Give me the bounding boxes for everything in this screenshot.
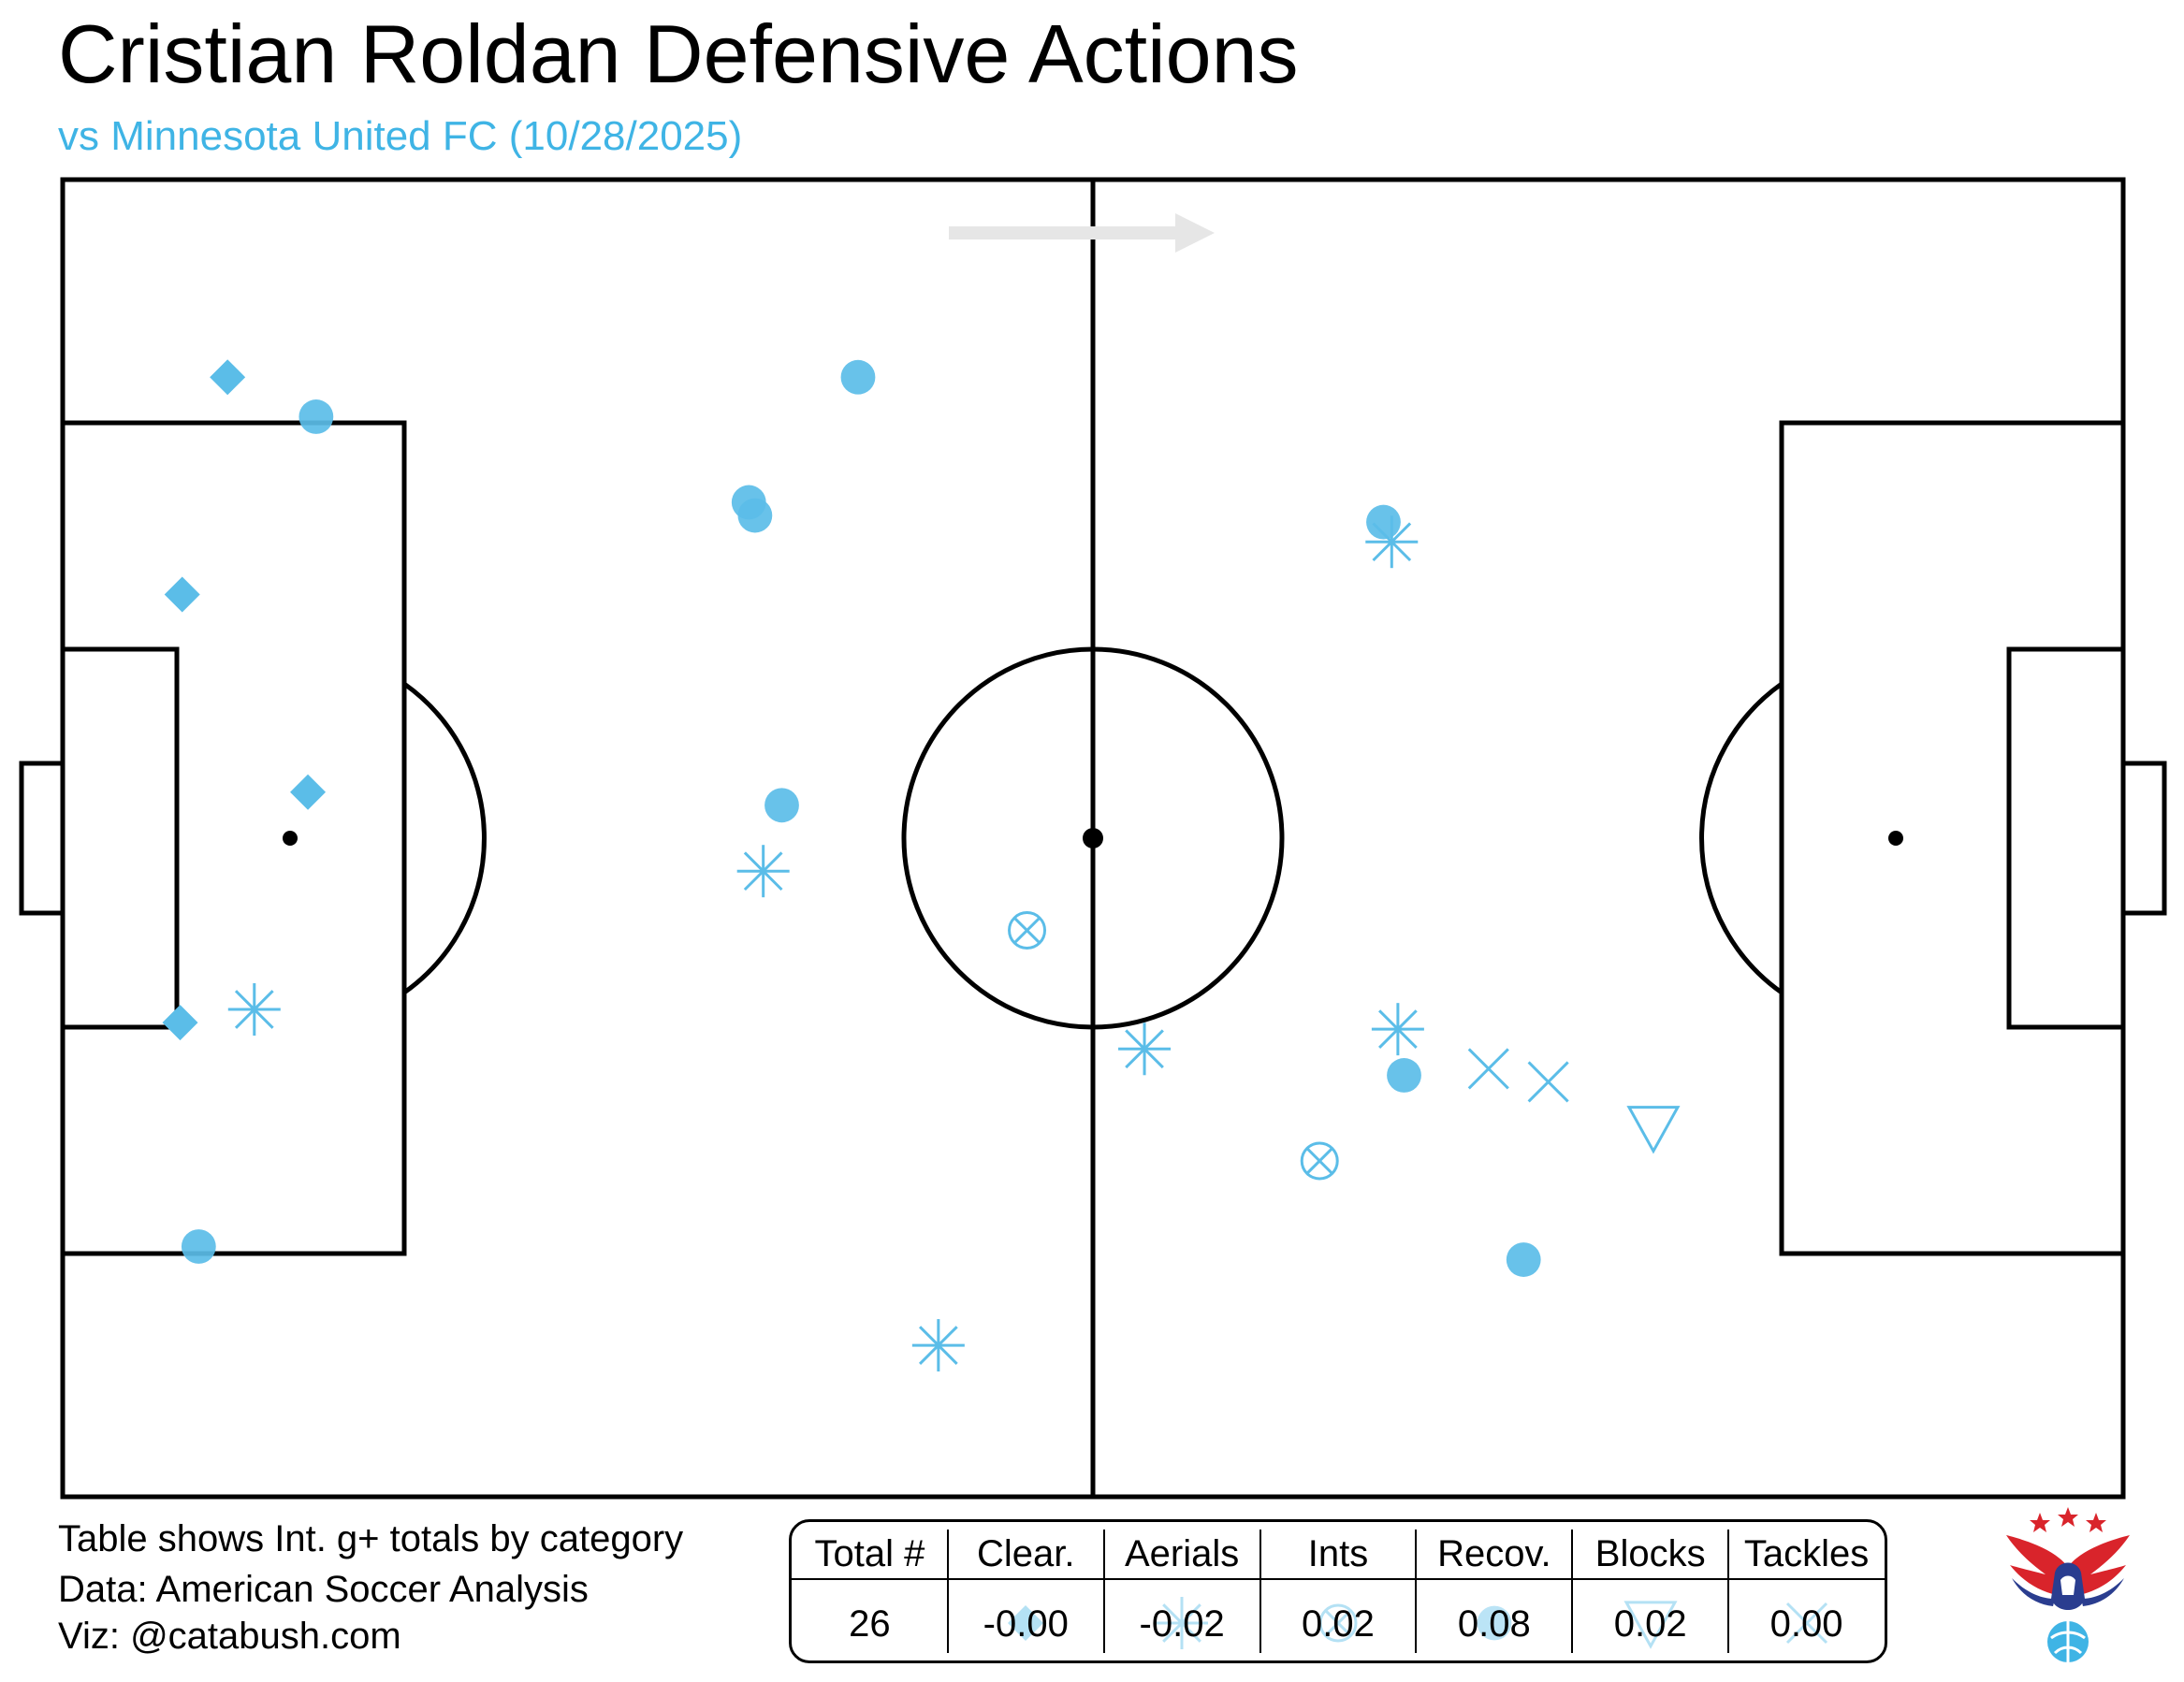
table-value-cell: 0.02 [1613, 1603, 1687, 1645]
table-column-6: Tackles 0.00 [1728, 1522, 1885, 1660]
circle-x-legend-icon [1318, 1603, 1358, 1643]
diamond-marker-1 [210, 359, 246, 396]
asterisk-legend-icon [1156, 1597, 1209, 1649]
right-six-yard-box [2006, 646, 2126, 1030]
center-spot [1083, 828, 1103, 848]
triangle-down-legend-icon [1623, 1601, 1678, 1649]
attack-direction-arrow [949, 213, 1215, 253]
diamond-marker-2 [164, 576, 200, 613]
asterisk-marker-4 [1118, 1022, 1172, 1076]
right-penalty-arc [1699, 681, 1784, 995]
table-header-cell: Total # [814, 1533, 925, 1574]
table-value-cell: 0.08 [1457, 1603, 1531, 1645]
triangle-down-marker-1 [1626, 1106, 1681, 1154]
right-penalty-box [1779, 420, 2126, 1256]
table-column-1: Clear. -0.00 [948, 1522, 1104, 1660]
circle-marker-1 [298, 399, 334, 434]
table-column-divider [946, 1530, 949, 1653]
table-note: Table shows Int. g+ totals by category [58, 1518, 684, 1559]
diamond-marker-4 [162, 1005, 198, 1041]
diamond-legend-icon [1008, 1605, 1044, 1641]
data-source-note: Data: American Soccer Analysis [58, 1569, 589, 1610]
circle-marker-2 [840, 359, 876, 395]
pitch-markings [19, 177, 2167, 1500]
table-column-0: Total # 26 [792, 1522, 948, 1660]
pitch-chart [19, 177, 2167, 1500]
table-column-5: Blocks 0.02 [1572, 1522, 1728, 1660]
left-penalty-box [60, 420, 407, 1256]
table-column-2: Aerials -0.02 [1104, 1522, 1260, 1660]
left-six-yard-box [60, 646, 180, 1030]
table-header-cell: Tackles [1743, 1533, 1870, 1574]
table-column-4: Recov. 0.08 [1416, 1522, 1572, 1660]
table-column-divider [1571, 1530, 1574, 1653]
table-column-divider [1102, 1530, 1105, 1653]
table-value-cell: -0.02 [1139, 1603, 1225, 1645]
asterisk-marker-3 [911, 1319, 965, 1372]
table-column-divider [1259, 1530, 1261, 1653]
table-header-cell: Recov. [1437, 1533, 1551, 1574]
diamond-marker-3 [290, 774, 327, 810]
table-header-cell: Aerials [1124, 1533, 1240, 1574]
eagle-logo [2006, 1507, 2130, 1662]
table-column-divider [1727, 1530, 1730, 1653]
circle-marker-7 [1366, 504, 1401, 540]
table-value-cell: 0.00 [1769, 1603, 1843, 1645]
table-column-divider [1415, 1530, 1418, 1653]
table-column-3: Ints 0.02 [1260, 1522, 1417, 1660]
right-goal [2120, 761, 2167, 916]
asterisk-marker-6 [1371, 1003, 1424, 1056]
circle-marker-5 [764, 788, 799, 823]
category-totals-table: Total # 26 Clear. -0.00 Aerials -0.02 Ints 0.02… [789, 1519, 1887, 1663]
table-header-cell: Ints [1307, 1533, 1369, 1574]
circle-marker-4 [737, 498, 773, 533]
circle-marker-6 [181, 1229, 216, 1264]
left-penalty-spot [283, 831, 298, 846]
left-penalty-arc [402, 681, 487, 995]
x-marker-2 [1527, 1061, 1569, 1103]
viz-credit-note: Viz: @catabush.com [58, 1616, 401, 1657]
left-goal [19, 761, 66, 916]
table-header-cell: Blocks [1594, 1533, 1706, 1574]
table-header-cell: Clear. [977, 1533, 1075, 1574]
circle-marker-9 [1506, 1242, 1541, 1277]
circle-marker-8 [1387, 1058, 1421, 1093]
circle-legend-icon [1477, 1605, 1512, 1641]
circle-x-marker-2 [1300, 1141, 1339, 1181]
table-value-cell: -0.00 [983, 1603, 1069, 1645]
chart-title: Cristian Roldan Defensive Actions [58, 7, 1299, 100]
table-value-cell: 26 [849, 1603, 891, 1645]
x-marker-1 [1467, 1048, 1509, 1090]
x-legend-icon [1785, 1602, 1827, 1645]
table-value-cell: 0.02 [1302, 1603, 1375, 1645]
center-circle [901, 646, 1285, 1030]
right-penalty-spot [1888, 831, 1903, 846]
asterisk-marker-2 [736, 845, 790, 898]
circle-x-marker-1 [1008, 911, 1047, 950]
table-header-divider [792, 1578, 1885, 1580]
asterisk-marker-1 [227, 983, 281, 1037]
action-markers [162, 359, 1681, 1372]
chart-subtitle: vs Minnesota United FC (10/28/2025) [58, 113, 743, 159]
